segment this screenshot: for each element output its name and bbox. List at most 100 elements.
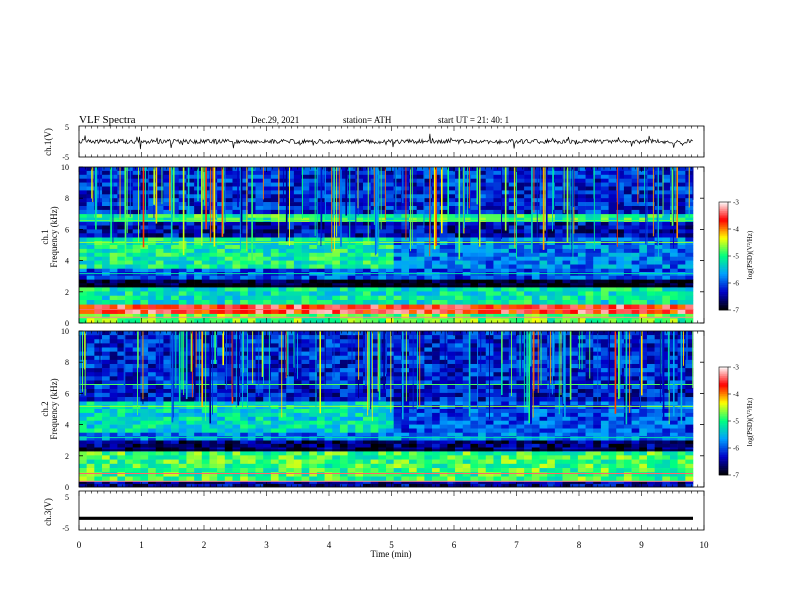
spec-cell <box>324 182 333 187</box>
spec-cell <box>362 455 371 460</box>
spec-cell <box>585 233 594 238</box>
spec-cell <box>447 252 456 257</box>
spec-cell <box>224 476 233 482</box>
spec-cell <box>485 245 494 250</box>
spec-cell <box>608 206 617 211</box>
spec-cell <box>79 308 87 314</box>
spec-cell <box>447 476 456 482</box>
spec-cell <box>171 167 180 172</box>
spec-cell <box>347 409 356 414</box>
spec-cell <box>401 233 410 238</box>
spec-cell <box>86 198 95 203</box>
spec-cell <box>355 174 364 179</box>
spec-cell <box>316 420 325 425</box>
spec-cell <box>125 443 134 448</box>
spec-cell <box>401 472 410 477</box>
spec-spike <box>542 167 545 250</box>
spec-cell <box>171 252 180 257</box>
spec-cell <box>155 174 164 179</box>
spec-cell <box>247 405 256 410</box>
spec-cell <box>570 432 579 437</box>
spec-cell <box>270 283 279 288</box>
spec-cell <box>171 170 180 176</box>
spec-cell <box>593 318 602 324</box>
spec-cell <box>362 213 371 218</box>
spec-cell <box>600 182 609 187</box>
spec-spike <box>569 167 571 250</box>
spec-cell <box>439 463 448 469</box>
spec-cell <box>109 202 118 207</box>
spec-cell <box>255 248 264 254</box>
spec-cell <box>102 451 110 456</box>
spec-cell <box>447 182 456 187</box>
spec-cell <box>401 194 410 199</box>
spec-cell <box>286 275 295 280</box>
spec-cell <box>102 229 110 234</box>
spec-cell <box>86 299 95 305</box>
spec-cell <box>470 455 479 460</box>
spec-cell <box>370 443 379 448</box>
spec-cell <box>247 264 256 269</box>
spec-cell <box>478 190 487 195</box>
spec-cell <box>255 245 264 250</box>
spec-cell <box>662 245 671 250</box>
spec-cell <box>516 275 525 280</box>
spec-cell <box>362 459 371 465</box>
spec-cell <box>669 202 678 207</box>
spec-cell <box>577 451 586 456</box>
spec-cell <box>424 225 433 230</box>
spec-cell <box>293 459 302 465</box>
spec-cell <box>631 237 640 242</box>
spec-cell <box>493 264 502 269</box>
spec-cell <box>209 472 218 477</box>
spec-cell <box>309 229 318 234</box>
spec-cell <box>79 409 87 414</box>
spec-cell <box>508 248 517 254</box>
spec-cell <box>270 217 279 222</box>
spec-cell <box>600 472 609 477</box>
spec-cell <box>201 304 210 310</box>
spec-cell <box>662 455 671 460</box>
spec-cell <box>316 412 325 418</box>
spec-cell <box>577 229 586 234</box>
spec-cell <box>516 443 525 448</box>
spec-cell <box>600 252 609 257</box>
spec-cell <box>401 295 410 301</box>
spec-cell <box>270 287 279 292</box>
spec-cell <box>370 225 379 230</box>
colorbar-cell <box>719 214 728 217</box>
spec-cell <box>117 198 126 203</box>
spec-cell <box>378 198 387 203</box>
spec-cell <box>432 455 441 460</box>
spec-cell <box>370 420 379 425</box>
spec-cell <box>171 480 180 485</box>
spec-cell <box>132 221 141 226</box>
spec-cell <box>155 252 164 257</box>
spec-spike <box>278 167 280 204</box>
spec-cell <box>332 304 341 310</box>
spec-cell <box>401 313 410 319</box>
spec-cell <box>439 420 448 425</box>
spec-cell <box>370 252 379 257</box>
spec-cell <box>631 198 640 203</box>
spec-cell <box>409 308 417 314</box>
spec-cell <box>639 264 648 269</box>
spec-cell <box>255 268 264 273</box>
spec-cell <box>316 318 325 324</box>
spec-cell <box>439 295 448 301</box>
spec-cell <box>178 260 187 265</box>
spec-cell <box>600 318 609 324</box>
spec-cell <box>355 198 364 203</box>
spec-cell <box>102 295 110 301</box>
spec-cell <box>347 206 356 211</box>
spec-cell <box>554 178 563 183</box>
spec-cell <box>562 468 571 473</box>
spec-cell <box>102 241 110 246</box>
spec-cell <box>524 268 533 273</box>
spec-cell <box>109 190 118 195</box>
spec-cell <box>524 432 533 437</box>
spec-cell <box>447 313 456 319</box>
spec-cell <box>209 264 218 269</box>
spec-cell <box>201 256 210 261</box>
spec-cell <box>309 252 318 257</box>
